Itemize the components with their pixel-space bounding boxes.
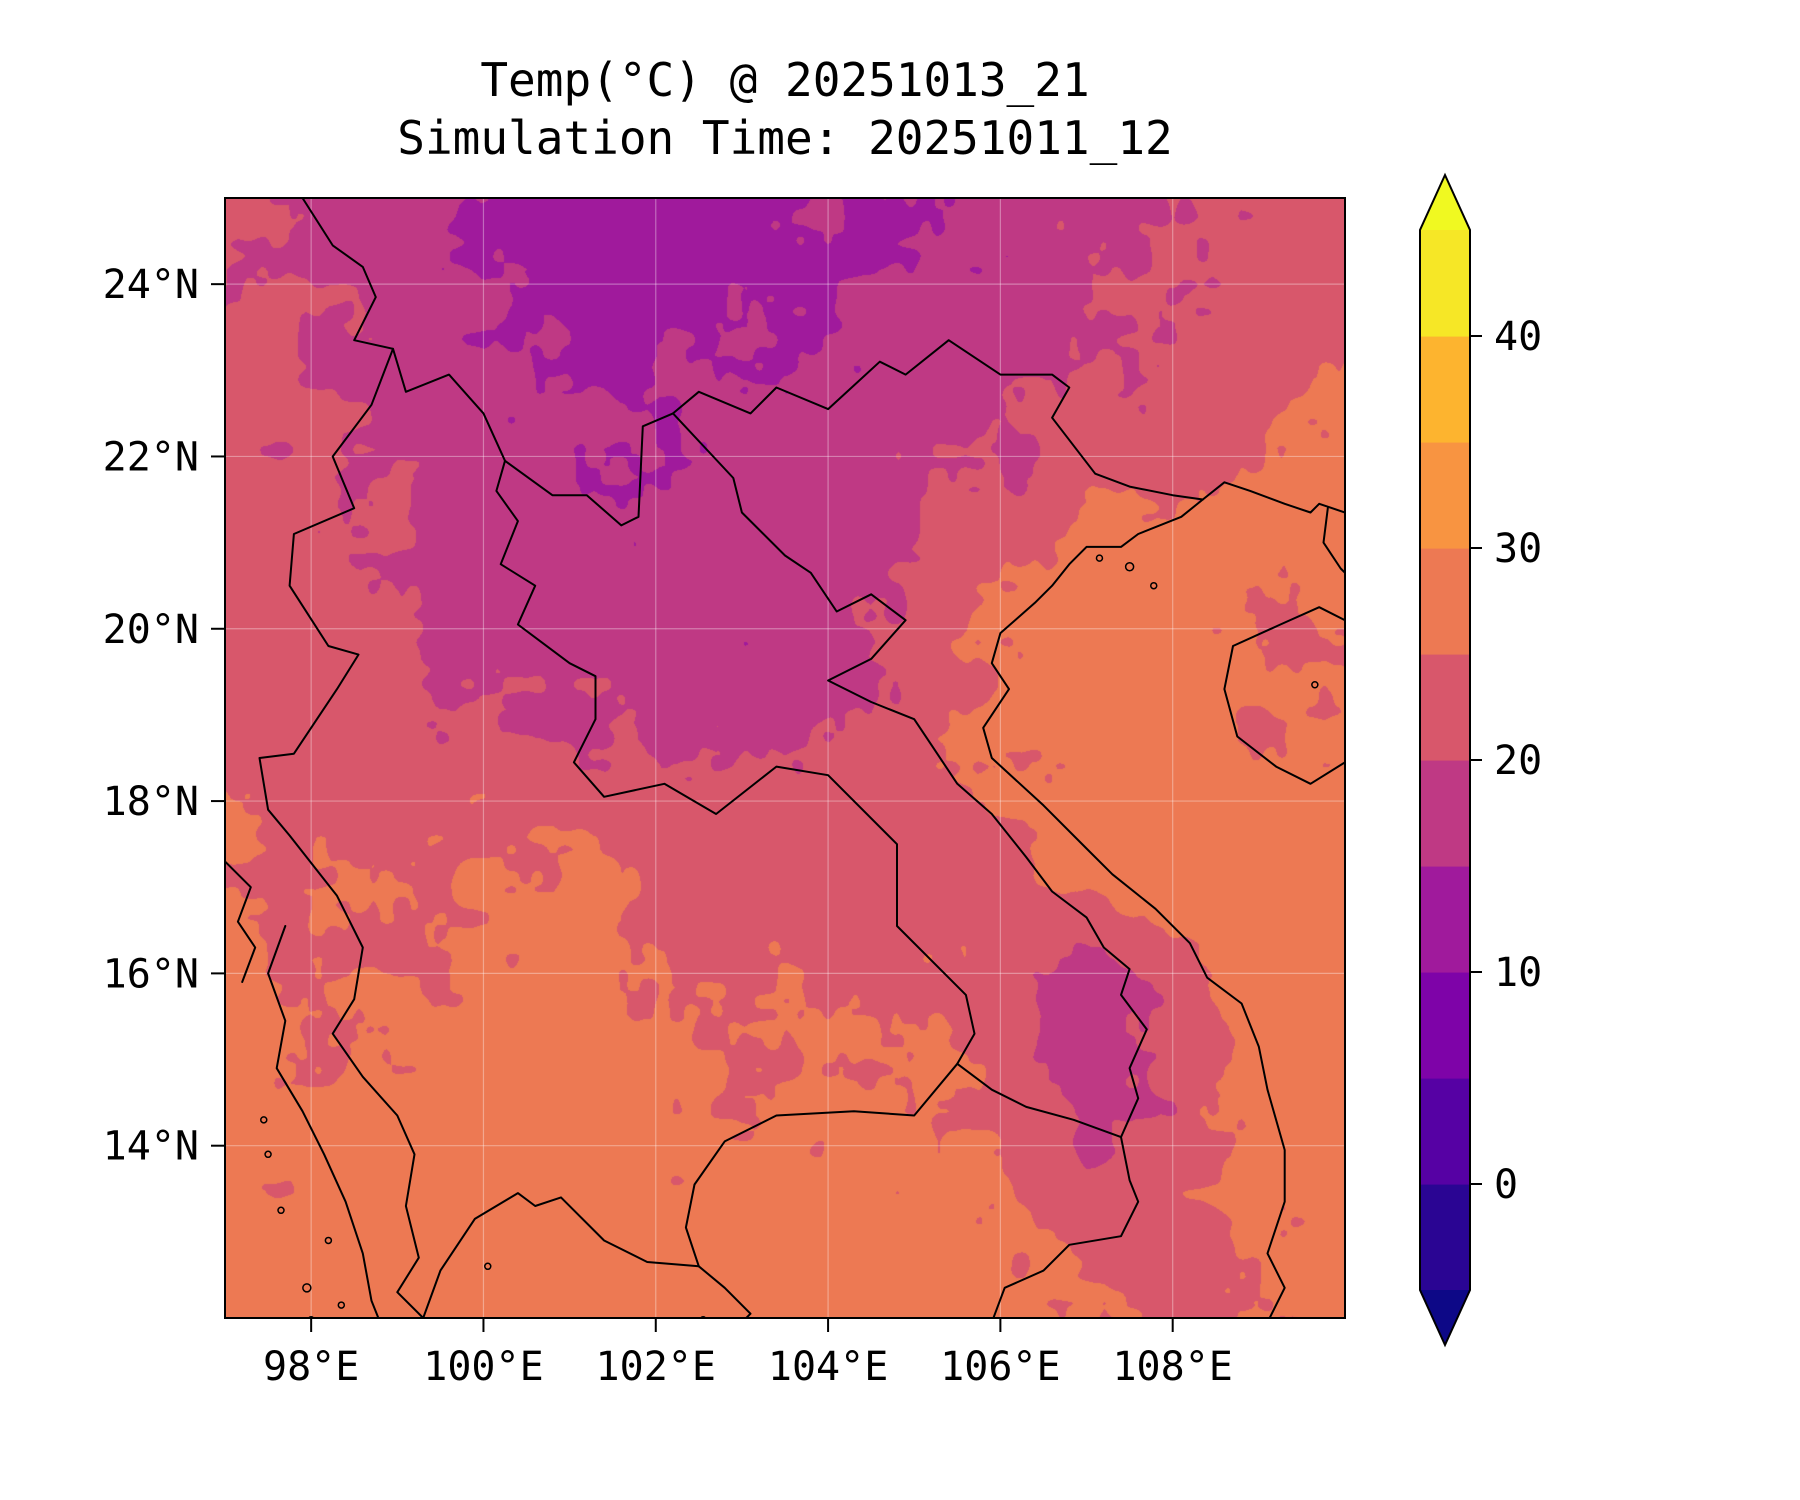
x-tick-label: 108°E <box>1112 1344 1232 1390</box>
y-tick-label: 18°N <box>103 779 199 825</box>
plot-subtitle: Simulation Time: 20251011_12 <box>397 111 1173 165</box>
y-tick-label: 24°N <box>103 262 199 308</box>
colorbar-tick-label: 20 <box>1494 738 1542 784</box>
colorbar-band <box>1420 1078 1470 1185</box>
colorbar-tick-label: 30 <box>1494 526 1542 572</box>
y-tick-label: 22°N <box>103 434 199 480</box>
colorbar-outline <box>1419 172 1471 1348</box>
colorbar-tick-label: 0 <box>1494 1162 1518 1208</box>
colorbar-band <box>1420 972 1470 1079</box>
colorbar-band <box>1420 336 1470 443</box>
colorbar-band <box>1420 654 1470 761</box>
colorbar-band <box>1420 1184 1470 1291</box>
colorbar-tick-label: 40 <box>1494 314 1542 360</box>
colorbar: 0 10 20 30 40 <box>1419 172 1542 1348</box>
y-tick-label: 16°N <box>103 951 199 997</box>
x-tick-label: 106°E <box>940 1344 1060 1390</box>
x-tick-label: 102°E <box>596 1344 716 1390</box>
y-tick-label: 20°N <box>103 607 199 653</box>
colorbar-band <box>1420 866 1470 973</box>
x-tick-label: 98°E <box>263 1344 359 1390</box>
temperature-field-canvas <box>225 198 1345 1318</box>
x-tick-label: 100°E <box>423 1344 543 1390</box>
plot-title: Temp(°C) @ 20251013_21 <box>480 53 1090 107</box>
colorbar-band <box>1420 548 1470 655</box>
colorbar-band <box>1420 230 1470 337</box>
colorbar-tick-label: 10 <box>1494 950 1542 996</box>
colorbar-under-arrow <box>1420 1290 1470 1345</box>
x-tick-label: 104°E <box>768 1344 888 1390</box>
colorbar-band <box>1420 760 1470 867</box>
colorbar-band <box>1420 442 1470 549</box>
y-tick-label: 14°N <box>103 1124 199 1170</box>
colorbar-over-arrow <box>1420 175 1470 230</box>
